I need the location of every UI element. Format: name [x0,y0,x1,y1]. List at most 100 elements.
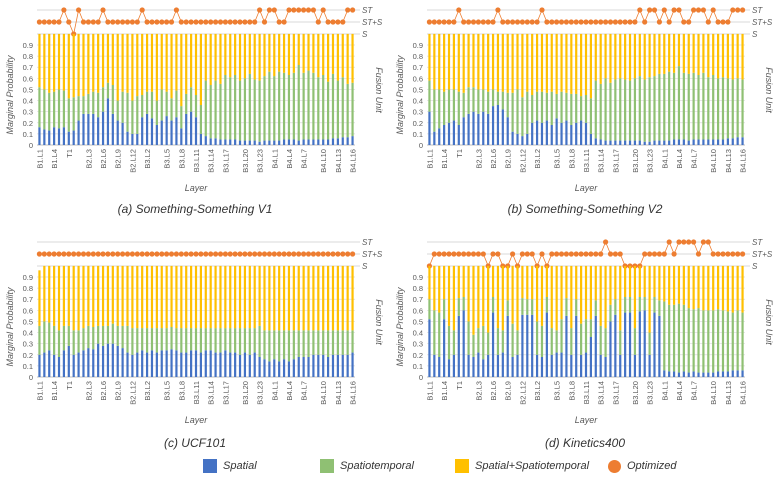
optimized-point [603,19,609,25]
bar-fusion [317,33,320,78]
bar-fusion [141,33,144,95]
bar-fusion [175,33,178,91]
x-tick-label: B3.L5 [553,381,562,401]
bar-spatial [165,116,168,145]
bar-spatial [516,133,519,145]
optimized-point [100,251,106,257]
bar-spatiotemporal [487,91,490,114]
optimized-point [208,19,214,25]
bar-fusion [521,265,524,299]
bar-fusion [87,33,90,94]
bar-fusion [234,265,237,329]
bar-fusion [145,33,149,92]
optimized-point [691,7,697,13]
bar-fusion [48,265,51,323]
y-tick-label: 0.8 [413,284,423,293]
optimized-point [124,19,131,25]
bar-spatiotemporal [106,325,110,344]
bar-spatiotemporal [234,75,237,140]
x-tick-label: B4.L4 [675,149,684,169]
bar-spatial [550,125,553,145]
bar-spatial [721,371,725,377]
bar-spatial [322,139,325,145]
bar-spatiotemporal [297,330,300,357]
bar-fusion [594,33,597,81]
bar-fusion [224,33,227,75]
optimized-point [568,251,574,257]
bar-fusion [145,265,149,329]
optimized-point [651,251,658,257]
bar-spatial [341,354,344,377]
optimized-point [607,19,614,25]
bar-spatial [506,315,509,377]
optimized-point [335,19,341,25]
bar-spatial [521,136,524,145]
y-tick-label: 0.1 [23,362,33,371]
bar-fusion [472,33,475,88]
bar-spatial [346,137,349,145]
y-tick-label: 0.6 [23,74,33,83]
bar-spatial [565,120,568,145]
bar-spatiotemporal [609,304,612,322]
optimized-point [705,19,711,25]
optimized-point [350,251,356,257]
y-tick-label: 0 [419,141,423,150]
bar-spatiotemporal [67,325,70,346]
y-tick-label: 0.8 [23,52,33,61]
bar-spatiotemporal [526,299,529,315]
optimized-point [41,251,47,257]
optimized-point [56,251,62,257]
bar-spatial [609,321,612,377]
bar-fusion [531,33,534,95]
optimized-point [583,19,589,25]
optimized-point [281,251,287,257]
bar-fusion [136,265,139,329]
optimized-point [563,251,569,257]
bar-spatiotemporal [258,80,261,142]
bar-fusion [229,265,232,329]
x-tick-label: B2.L9 [114,149,123,169]
optimized-point [198,251,204,257]
bar-fusion [511,33,514,93]
bar-spatial [697,372,700,377]
bar-spatial [531,122,534,145]
bar-spatiotemporal [243,328,247,353]
optimized-point [115,19,121,25]
bar-fusion [77,265,80,331]
optimized-point [475,19,481,25]
bar-spatiotemporal [668,304,671,372]
bar-fusion [648,33,651,78]
optimized-point [612,19,618,25]
legend-item-spatiotemporal: Spatiotemporal [320,456,414,476]
optimized-point [456,251,462,257]
optimized-point [461,251,467,257]
optimized-point [242,19,248,25]
bar-spatiotemporal [668,71,671,141]
bar-spatiotemporal [697,75,700,140]
optimized-point [301,251,307,257]
bar-fusion [614,265,617,300]
optimized-point [286,251,292,257]
y-tick-label: 0.7 [23,295,33,304]
bar-fusion [668,265,671,305]
legend-label-fusion: Spatial+Spatiotemporal [475,460,590,472]
optimized-point [720,251,726,257]
bar-spatiotemporal [707,310,710,373]
bar-spatial [496,105,500,145]
bar-spatiotemporal [619,330,622,355]
bar-spatial [278,140,281,145]
bar-fusion [447,265,451,326]
bar-spatiotemporal [716,309,720,372]
x-tick-label: B3.L17 [221,381,230,405]
bar-spatiotemporal [653,76,656,141]
bar-fusion [258,33,261,81]
bar-fusion [243,265,247,329]
bar-fusion [190,33,193,88]
bar-spatial [263,359,266,377]
x-tick-label: B2.L6 [99,149,108,169]
optimized-point [340,19,346,25]
bar-spatiotemporal [317,77,320,140]
optimized-point [666,19,672,25]
bar-fusion [545,33,548,93]
bar-spatiotemporal [175,328,178,351]
